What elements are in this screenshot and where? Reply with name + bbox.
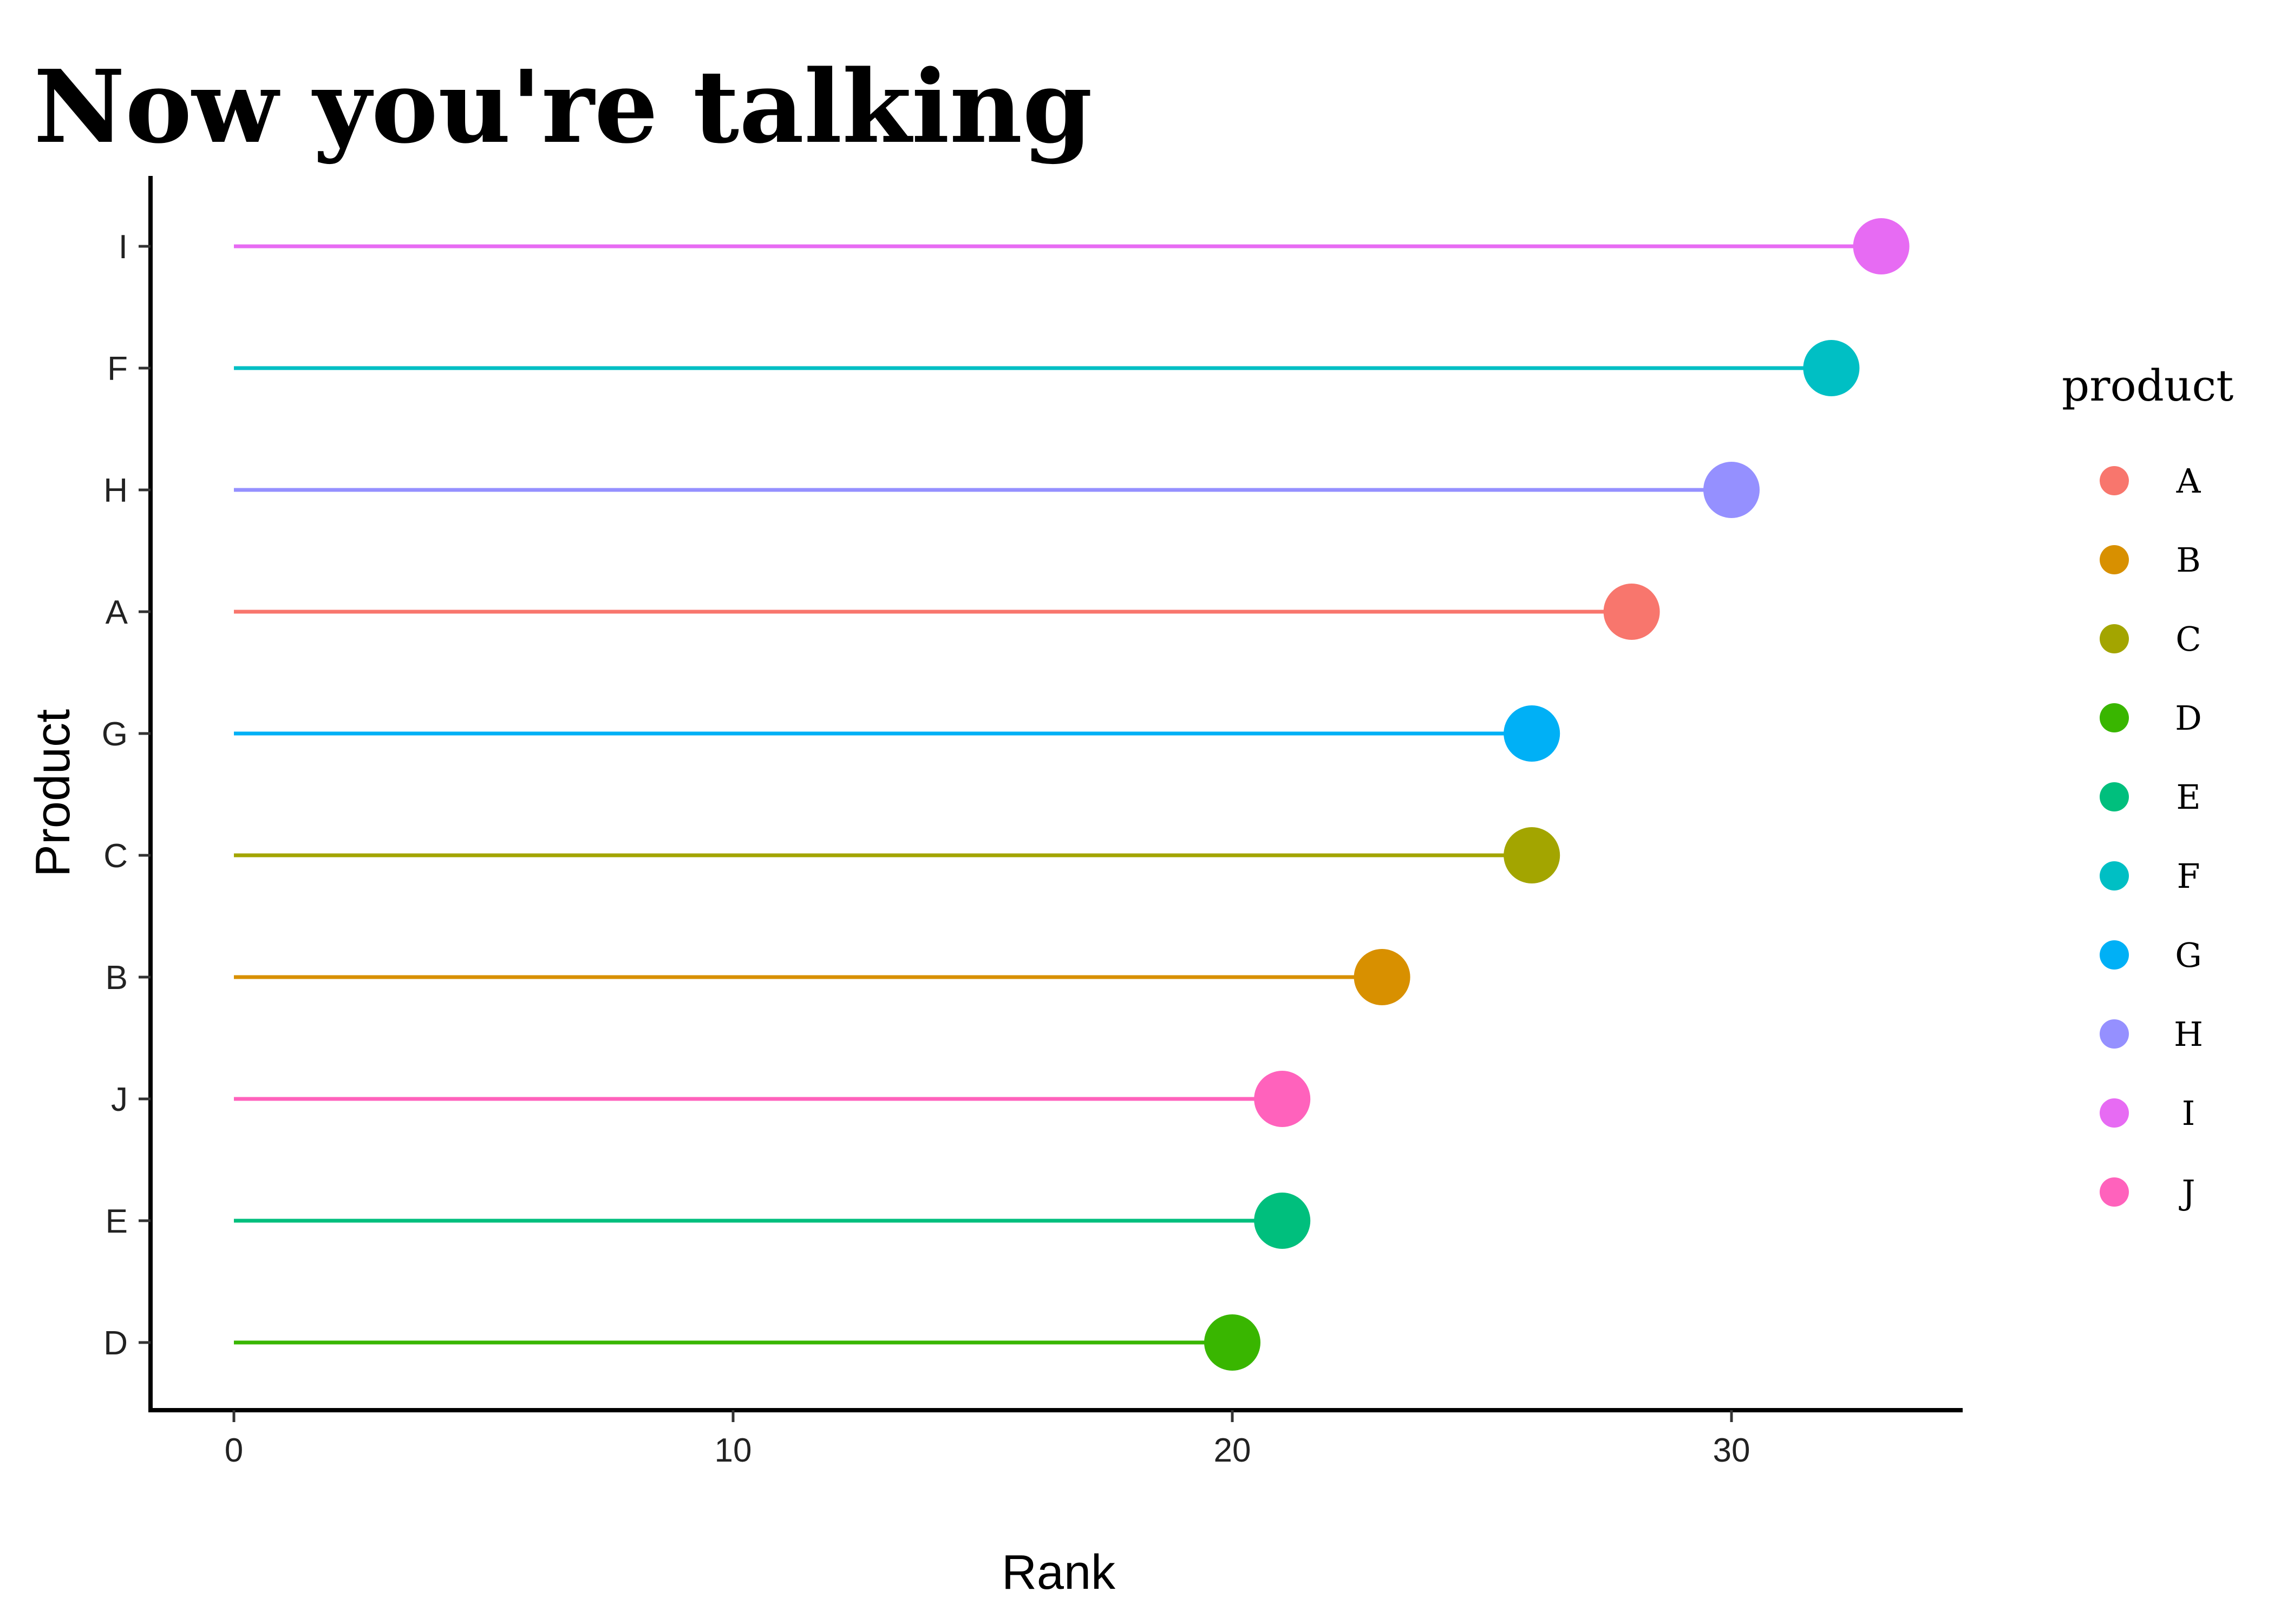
lollipop-point-J [1254, 1071, 1311, 1127]
y-tick-label-H: H [103, 472, 128, 509]
lollipop-point-I [1853, 218, 1910, 274]
lollipop-point-A [1603, 584, 1660, 640]
legend-key-A [2100, 466, 2129, 495]
legend-key-C [2100, 624, 2129, 653]
legend-label-G: G [2175, 935, 2202, 975]
x-tick-label: 10 [715, 1432, 752, 1469]
chart-title: Now you're talking [34, 48, 1093, 166]
legend-key-E [2100, 782, 2129, 811]
y-tick-label-A: A [106, 594, 128, 631]
legend-key-B [2100, 545, 2129, 574]
x-tick-label: 30 [1713, 1432, 1750, 1469]
y-tick-label-I: I [119, 228, 128, 266]
legend-key-D [2100, 703, 2129, 732]
legend-label-F: F [2177, 856, 2200, 896]
x-tick-label: 20 [1214, 1432, 1251, 1469]
legend-key-J [2100, 1177, 2129, 1207]
legend-key-F [2100, 861, 2129, 890]
y-tick-label-F: F [107, 350, 128, 388]
legend-label-J: J [2179, 1173, 2195, 1212]
legend-key-G [2100, 940, 2129, 970]
y-tick-label-C: C [103, 837, 128, 875]
legend-label-I: I [2182, 1093, 2195, 1133]
legend-label-H: H [2174, 1014, 2203, 1054]
y-tick-label-G: G [102, 716, 128, 753]
x-axis-title: Rank [1002, 1546, 1116, 1600]
x-axis: 0 10 20 30 [148, 1408, 1963, 1469]
legend-key-H [2100, 1019, 2129, 1049]
legend-label-C: C [2175, 619, 2201, 659]
y-tick-label-B: B [106, 959, 128, 997]
legend-title: product [2062, 361, 2233, 411]
y-axis: I F H A G C B J E D [102, 176, 153, 1412]
plot-area [234, 218, 1910, 1371]
x-tick-label: 0 [225, 1432, 243, 1469]
legend-label-B: B [2176, 540, 2201, 580]
lollipop-point-C [1504, 827, 1560, 883]
legend-label-A: A [2176, 461, 2201, 501]
lollipop-point-G [1504, 705, 1560, 762]
lollipop-point-D [1204, 1314, 1260, 1371]
y-axis-title: Product [26, 709, 80, 877]
y-tick-label-J: J [111, 1081, 128, 1118]
legend-key-I [2100, 1098, 2129, 1128]
lollipop-point-E [1254, 1193, 1311, 1249]
legend-label-D: D [2175, 698, 2202, 738]
legend-label-E: E [2176, 777, 2200, 817]
lollipop-point-F [1803, 340, 1860, 396]
lollipop-point-H [1703, 462, 1760, 518]
y-tick-label-D: D [103, 1325, 128, 1362]
y-tick-label-E: E [106, 1203, 128, 1240]
lollipop-point-B [1354, 949, 1410, 1005]
